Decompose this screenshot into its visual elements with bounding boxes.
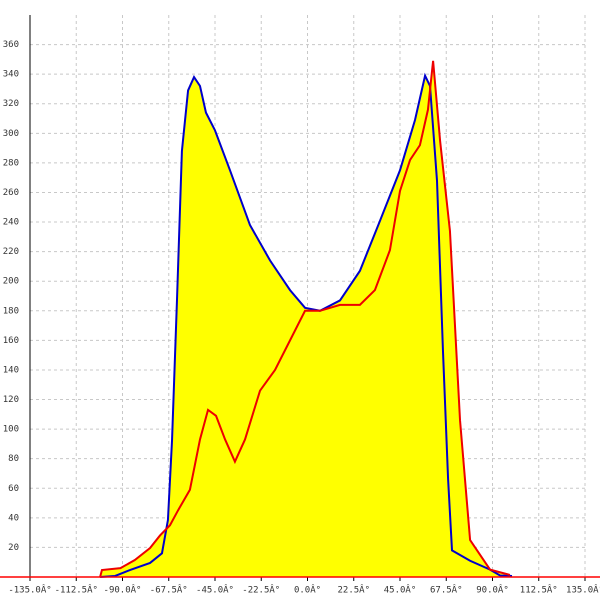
y-tick-label: 320 — [3, 99, 19, 109]
x-tick-label: -90.0Â° — [104, 584, 142, 596]
x-tick-label: 45.0Â° — [384, 584, 417, 596]
y-tick-label: 280 — [3, 158, 19, 168]
x-tick-label: 67.5Â° — [430, 584, 463, 596]
series-line — [100, 72, 513, 578]
y-tick-label: 220 — [3, 247, 19, 257]
y-tick-label: 360 — [3, 40, 19, 50]
x-tick-label: -135.0Â° — [8, 584, 51, 596]
x-tick-label: -112.5Â° — [55, 584, 98, 596]
y-tick-label: 160 — [3, 336, 19, 346]
x-tick-label: -22.5Â° — [242, 584, 280, 596]
y-tick-label: 300 — [3, 129, 19, 139]
y-tick-label: 100 — [3, 425, 19, 435]
x-tick-label: 135.0Â° — [566, 584, 600, 596]
x-tick-label: 112.5Â° — [520, 584, 558, 596]
x-tick-label: 0.0Â° — [294, 584, 321, 596]
y-tick-label: 140 — [3, 365, 19, 375]
y-tick-label: 120 — [3, 395, 19, 405]
series-line — [99, 60, 511, 578]
y-tick-label: 200 — [3, 277, 19, 287]
y-tick-label: 340 — [3, 70, 19, 80]
x-tick-label: 90.0Â° — [476, 584, 509, 596]
y-tick-label: 180 — [3, 306, 19, 316]
y-tick-label: 60 — [8, 484, 19, 494]
y-tick-label: 40 — [8, 513, 19, 523]
y-tick-label: 20 — [8, 543, 19, 553]
x-tick-label: -45.0Â° — [196, 584, 234, 596]
y-tick-label: 80 — [8, 454, 19, 464]
y-tick-label: 240 — [3, 218, 19, 228]
area-fill — [100, 60, 510, 578]
y-tick-label: 260 — [3, 188, 19, 198]
x-tick-label: 22.5Â° — [337, 584, 370, 596]
x-tick-label: -67.5Â° — [150, 584, 188, 596]
